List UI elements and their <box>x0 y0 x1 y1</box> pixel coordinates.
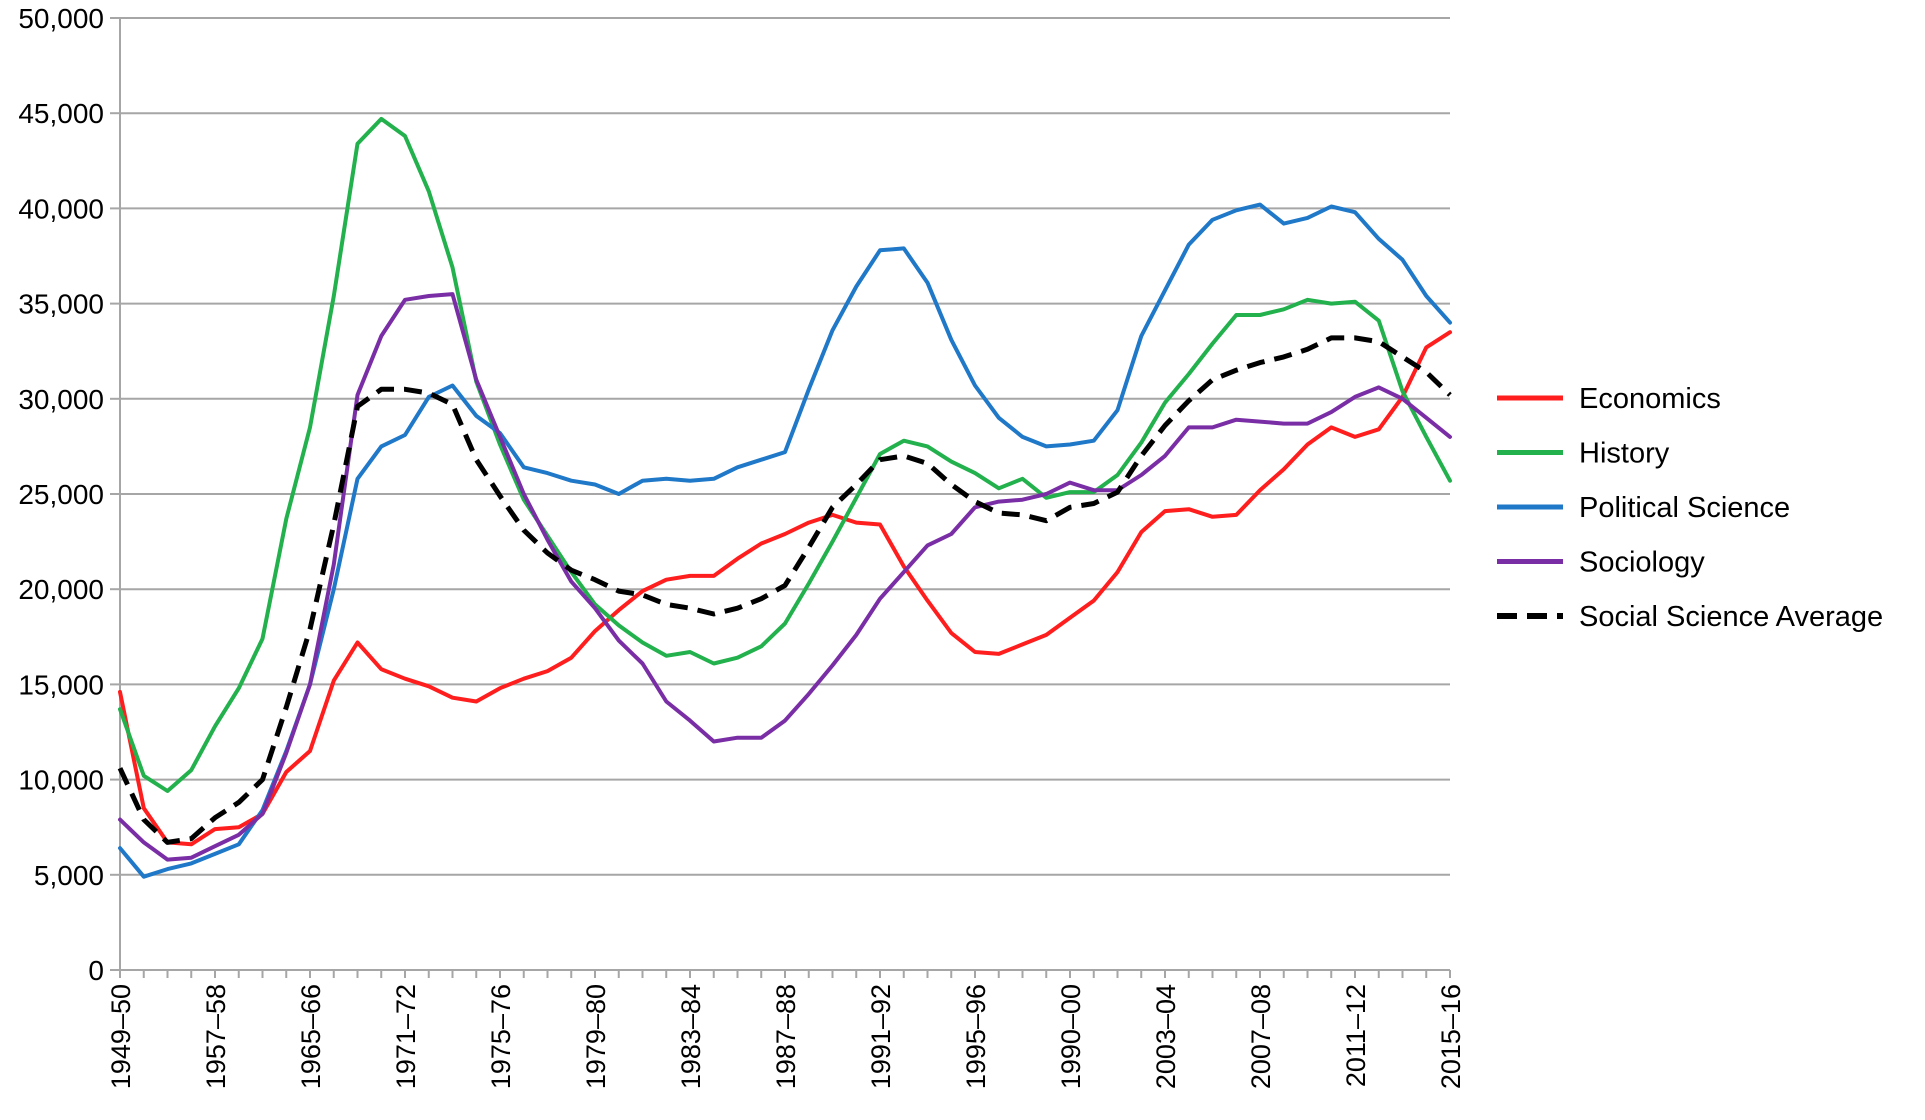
x-tick-label: 1990–00 <box>1056 984 1086 1089</box>
x-tick-label: 1957–58 <box>201 984 231 1089</box>
x-tick-label: 1995–96 <box>961 984 991 1089</box>
y-axis: 0 5,000 10,000 15,000 20,000 25,000 30,000 35,0… <box>18 3 121 986</box>
y-tick-label: 15,000 <box>18 669 104 700</box>
series-line-economics <box>118 330 1452 847</box>
x-tick-label: 2003–04 <box>1151 984 1181 1089</box>
y-tick-label: 45,000 <box>18 98 104 129</box>
legend-label: Sociology <box>1579 547 1705 579</box>
legend-label: Political Science <box>1579 492 1790 524</box>
x-tick-label: 1965–66 <box>296 984 326 1089</box>
legend-label: Social Science Average <box>1579 601 1883 633</box>
y-tick-label: 40,000 <box>18 193 104 224</box>
y-tick-label: 35,000 <box>18 289 104 320</box>
gridlines <box>120 17 1450 971</box>
y-tick-label: 0 <box>88 955 104 986</box>
series-line-sociology <box>118 292 1452 862</box>
x-tick-label: 2015–16 <box>1436 984 1466 1089</box>
y-tick-label: 50,000 <box>18 3 104 34</box>
x-tick-label: 1949–50 <box>106 984 136 1089</box>
x-tick-label: 1987–88 <box>771 984 801 1089</box>
legend: Economics History Political Science Sociolo… <box>1497 383 1883 633</box>
x-tick-label: 1971–72 <box>391 984 421 1089</box>
x-tick-label: 2011–12 <box>1341 984 1371 1087</box>
x-tick-label: 1991–92 <box>866 984 896 1089</box>
x-tick-label: 1975–76 <box>486 984 516 1089</box>
y-tick-label: 10,000 <box>18 765 104 796</box>
x-axis: 1949–50 1957–58 1965–66 1971–72 1975–76 1979–… <box>106 970 1466 1089</box>
x-tick-label: 1983–84 <box>676 984 706 1089</box>
series-line-history <box>118 116 1452 793</box>
series-line-political-science <box>118 202 1452 879</box>
y-tick-label: 30,000 <box>18 384 104 415</box>
plot-area <box>117 116 1452 879</box>
x-tick-label: 2007–08 <box>1246 984 1276 1089</box>
legend-label: History <box>1579 438 1670 470</box>
y-tick-label: 25,000 <box>18 479 104 510</box>
y-tick-label: 20,000 <box>18 574 104 605</box>
series-line-social-science-average <box>117 335 1452 845</box>
legend-label: Economics <box>1579 383 1721 415</box>
x-tick-label: 1979–80 <box>581 984 611 1089</box>
y-tick-label: 5,000 <box>34 860 104 891</box>
